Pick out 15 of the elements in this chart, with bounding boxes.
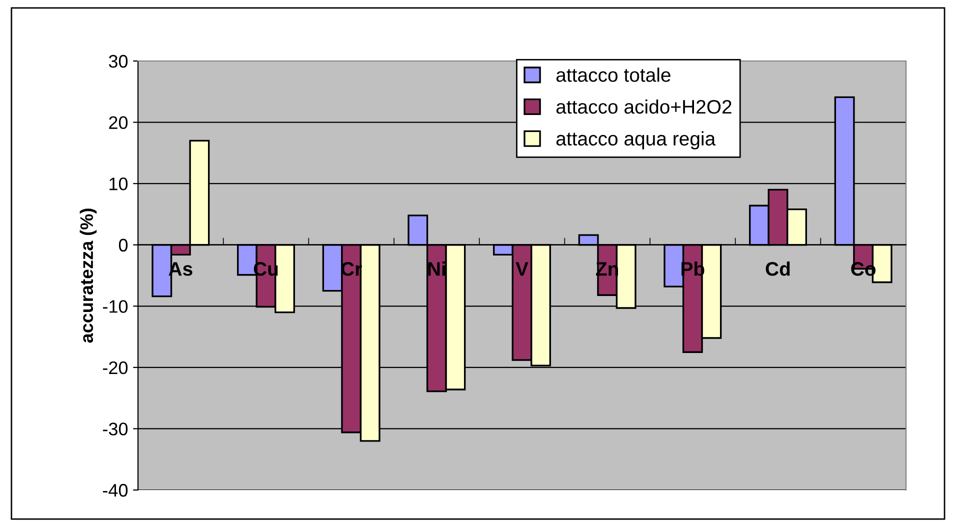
legend-label: attacco totale	[556, 68, 670, 82]
y-axis-title: accuratezza (%)	[80, 208, 97, 343]
legend-label: attacco acido+H2O2	[556, 99, 732, 114]
legend-label: attacco aqua regia	[556, 131, 716, 150]
y-tick-label: -30	[102, 422, 128, 436]
y-tick-label: 20	[109, 116, 128, 130]
y-tick-label: 10	[110, 178, 128, 190]
x-tick-label: V	[516, 262, 528, 276]
y-tick-label: -20	[102, 361, 128, 374]
y-tick-label: 30	[108, 54, 128, 68]
y-tick-label: -10	[102, 300, 128, 313]
x-tick-label: Ni	[428, 262, 446, 276]
y-tick-label: 0	[118, 238, 128, 252]
x-tick-label: Cd	[766, 262, 790, 276]
y-tick-label: -40	[102, 484, 128, 497]
